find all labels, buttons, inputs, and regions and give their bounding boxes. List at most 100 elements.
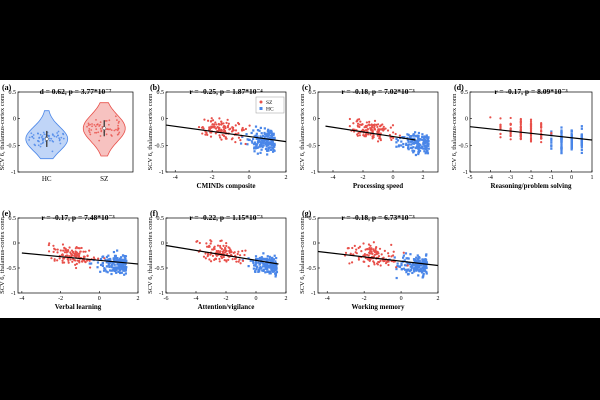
hc-point <box>420 267 423 270</box>
hc-point <box>271 150 275 153</box>
hc-point <box>255 262 258 265</box>
hc-point <box>424 264 428 268</box>
violin-point <box>51 139 54 142</box>
x-tick-label: -2 <box>362 296 367 302</box>
hc-point <box>395 137 398 141</box>
hc-point <box>407 140 410 143</box>
hc-point <box>560 132 563 135</box>
sz-point <box>377 255 381 258</box>
hc-point <box>252 267 255 270</box>
hc-point <box>560 145 563 148</box>
hc-point <box>425 139 428 142</box>
violin-point <box>97 131 100 134</box>
hc-point <box>414 153 418 157</box>
sz-point <box>387 252 390 255</box>
hc-point <box>425 134 428 137</box>
x-tick-label: 0 <box>392 175 395 181</box>
violin-point <box>87 122 90 125</box>
violin-point <box>57 130 60 133</box>
violin-point <box>53 135 56 138</box>
violin-point <box>109 128 112 131</box>
hc-point <box>423 150 426 153</box>
sz-point <box>370 128 373 131</box>
sz-point <box>232 128 235 131</box>
sz-point <box>373 128 377 131</box>
hc-point <box>396 262 399 265</box>
hc-point <box>246 138 249 141</box>
violin-point <box>41 139 44 142</box>
sz-point <box>499 136 502 139</box>
sz-point <box>519 126 522 129</box>
hc-point <box>270 257 274 260</box>
hc-point <box>247 138 250 142</box>
sz-point <box>235 260 238 263</box>
sz-point <box>201 132 204 135</box>
sz-point <box>373 253 377 256</box>
hc-point <box>424 147 427 150</box>
hc-point <box>580 146 583 149</box>
sz-point <box>529 118 533 121</box>
hc-point <box>560 130 563 133</box>
sz-point <box>376 130 379 133</box>
x-axis-label: Verbal learning <box>55 303 102 311</box>
violin-point <box>41 135 44 137</box>
hc-point <box>269 259 272 262</box>
hc-point <box>110 266 113 269</box>
panel-b: (b) r = -0.25, p = 1.87*10⁻⁴ SCV 6, thalam… <box>147 83 288 190</box>
sz-point <box>390 243 393 246</box>
hc-point <box>268 272 271 275</box>
sz-point <box>368 251 371 254</box>
hc-point <box>419 264 422 267</box>
sz-point <box>369 250 372 253</box>
sz-point <box>367 265 370 268</box>
sz-point <box>366 258 370 261</box>
sz-point <box>359 120 362 123</box>
hc-point <box>271 142 274 145</box>
hc-point <box>258 257 261 261</box>
hc-point <box>271 147 275 150</box>
sz-point <box>362 134 365 137</box>
violin-point <box>105 119 108 122</box>
violin-point <box>88 131 91 134</box>
hc-point <box>262 134 265 137</box>
hc-point <box>421 138 424 141</box>
x-tick-label: -6 <box>164 296 169 302</box>
hc-point <box>270 137 273 140</box>
hc-point <box>266 133 270 136</box>
hc-point <box>421 276 424 279</box>
hc-point <box>254 257 258 261</box>
hc-point <box>262 142 265 145</box>
sz-point <box>392 136 395 140</box>
sz-point <box>220 120 223 123</box>
hc-point <box>412 150 415 153</box>
hc-point <box>270 136 274 139</box>
y-tick-label: -0.5 <box>155 266 165 272</box>
hc-point <box>101 264 105 268</box>
hc-point <box>424 258 427 261</box>
hc-point <box>267 135 270 138</box>
hc-point <box>409 253 412 256</box>
hc-point <box>424 140 427 143</box>
sz-point <box>540 141 543 144</box>
sz-point <box>79 250 82 253</box>
hc-point <box>411 140 414 143</box>
hc-point <box>403 264 407 267</box>
sz-point <box>224 247 227 250</box>
violin-point <box>98 139 101 142</box>
sz-point <box>92 256 96 259</box>
violin-point <box>42 131 45 134</box>
violin-point <box>116 119 118 121</box>
sz-point <box>373 263 376 266</box>
sz-point <box>529 124 533 127</box>
hc-point <box>413 258 416 262</box>
sz-point <box>499 117 502 120</box>
hc-point <box>425 253 428 256</box>
sz-point <box>56 248 59 251</box>
violin-point <box>117 132 120 135</box>
hc-point <box>267 143 270 147</box>
sz-point <box>372 261 376 264</box>
axes-frame <box>165 91 287 173</box>
sz-point <box>237 136 241 139</box>
sz-point <box>227 122 230 125</box>
hc-point <box>417 260 420 263</box>
